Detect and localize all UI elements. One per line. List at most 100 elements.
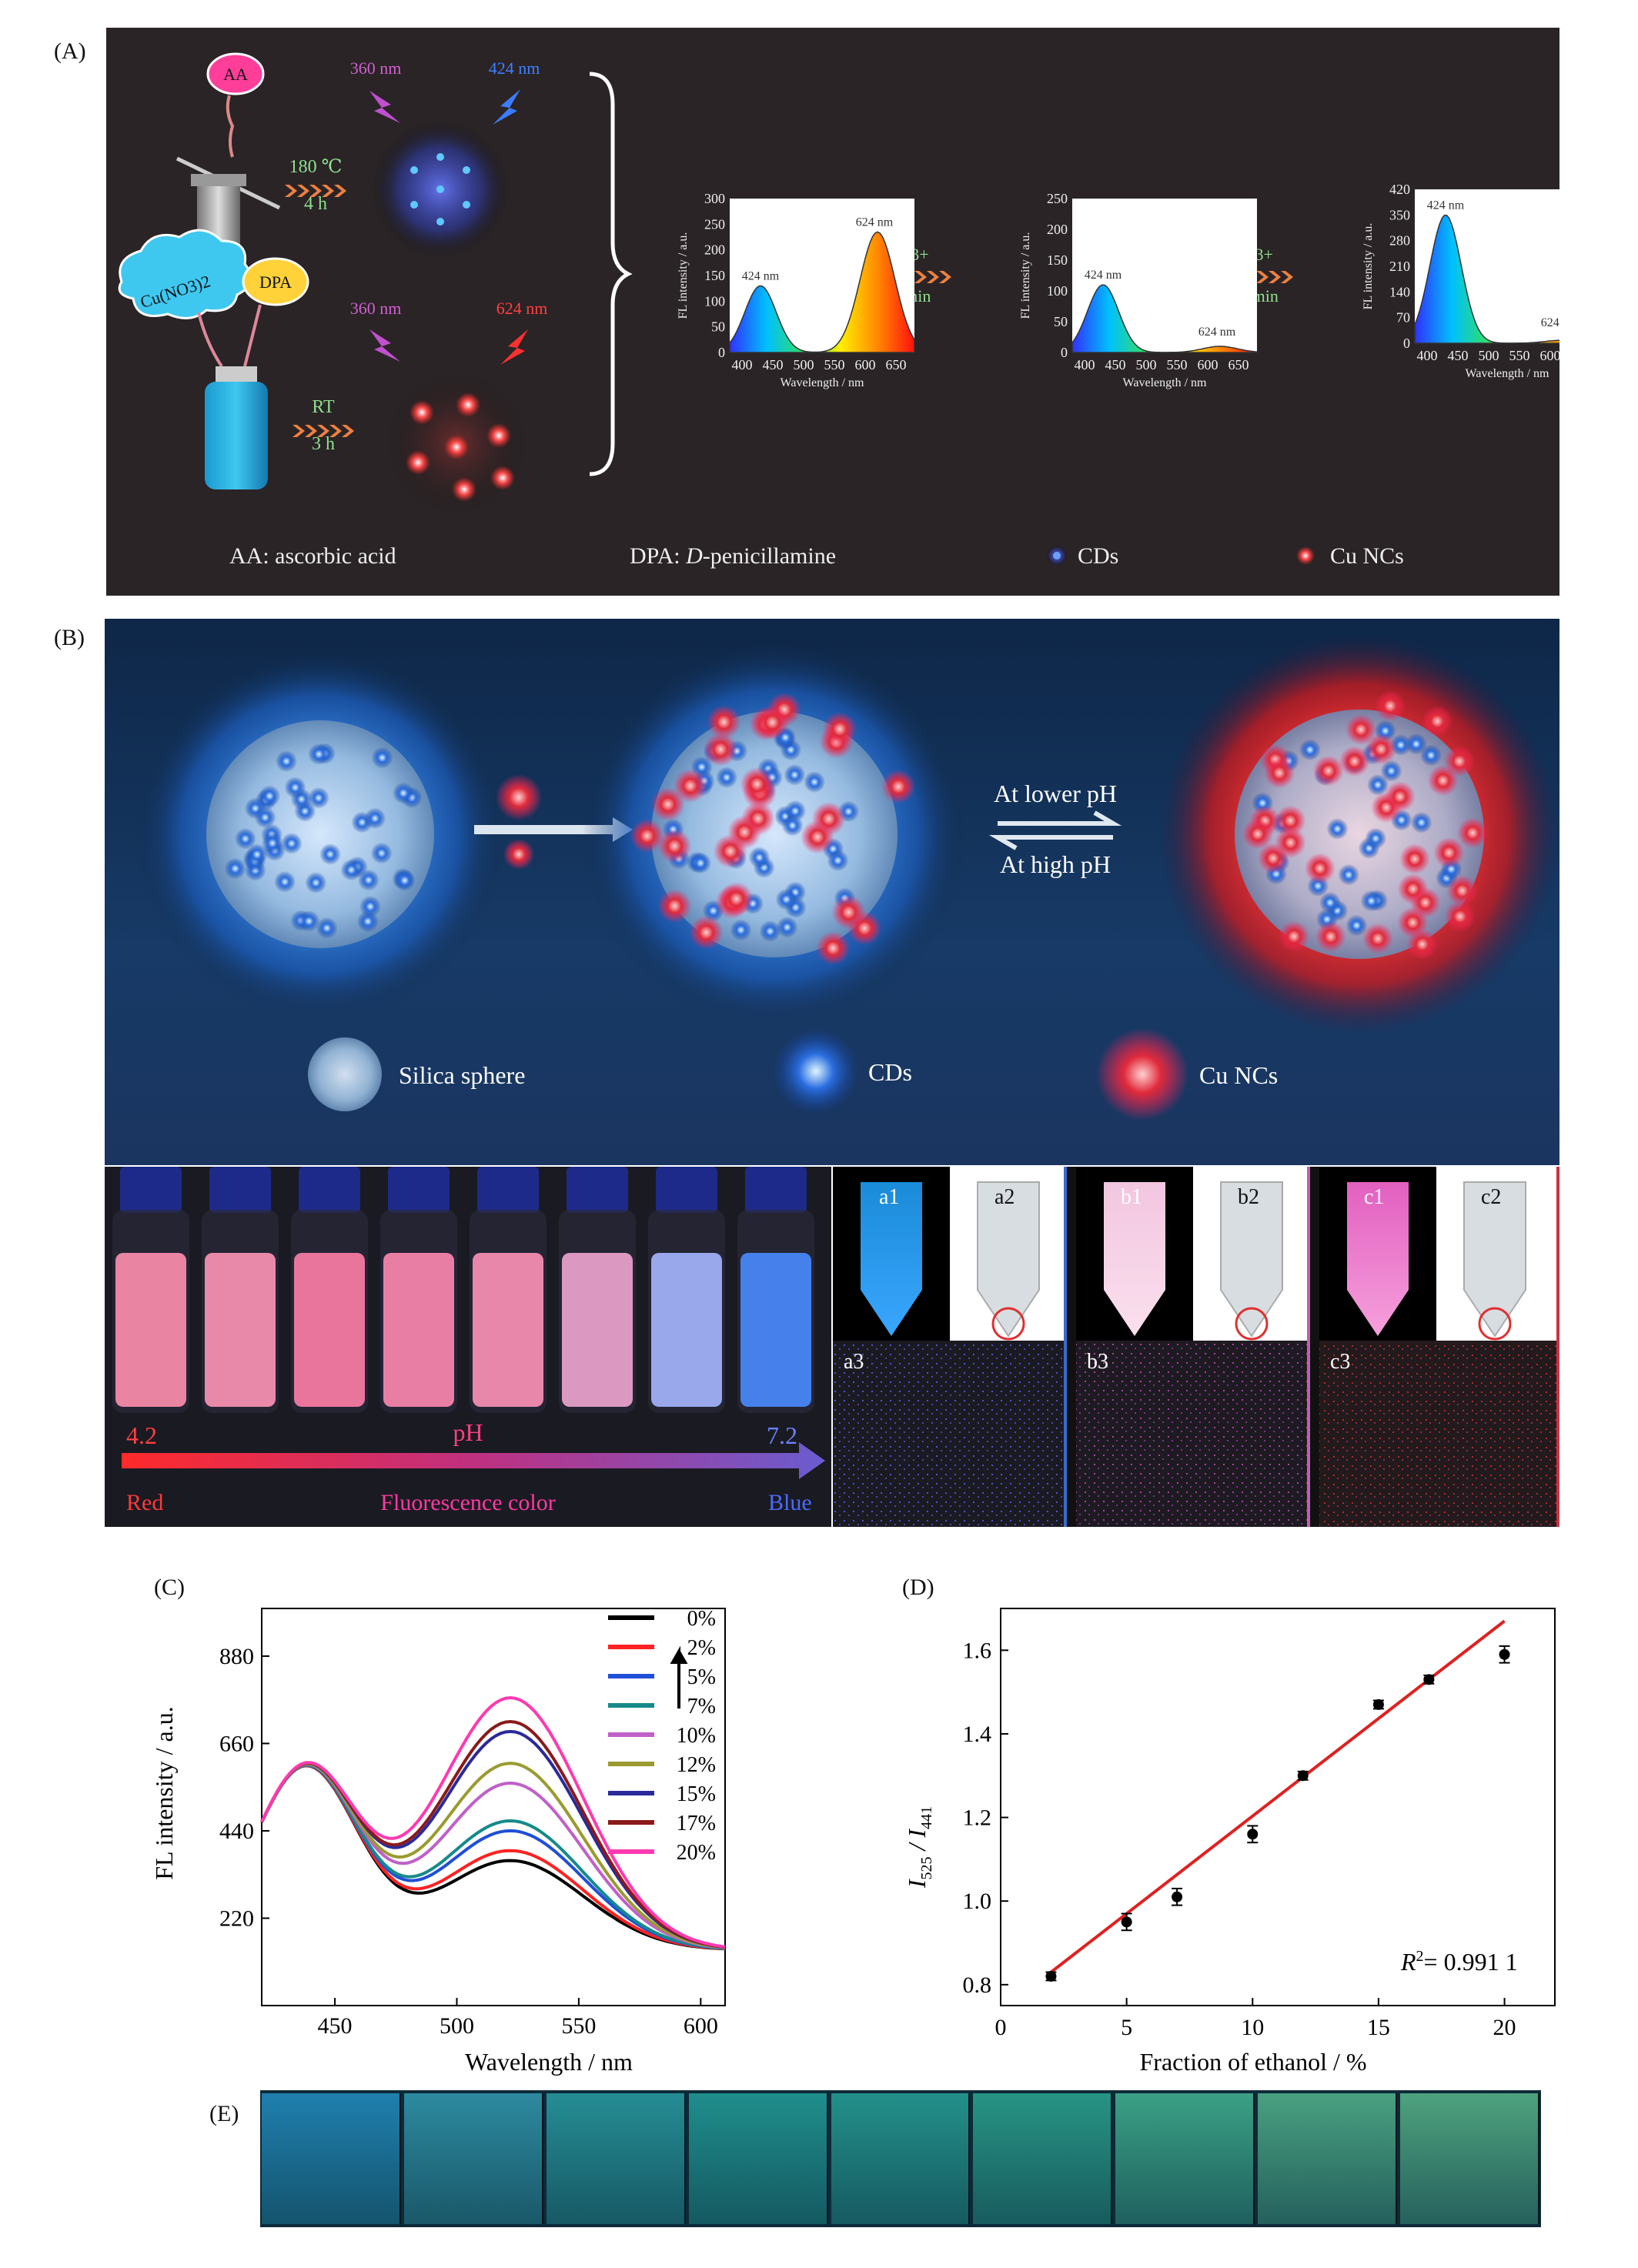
vial-cap: [388, 1167, 450, 1213]
spectrum-xtick: 600: [1540, 348, 1560, 363]
cu-nc-dot: [755, 705, 790, 740]
spectrum-peak2: 624 nm: [1198, 326, 1236, 339]
silica-sphere-1: [206, 720, 434, 948]
cu-nc-dot: [704, 732, 738, 767]
cu-nc-dot: [1279, 920, 1310, 952]
cd-dot: [246, 843, 268, 866]
cu-nc-dot: [801, 820, 835, 854]
temp-label: 180 ℃: [289, 157, 343, 177]
cd-dot: [1338, 863, 1360, 886]
chart-c-xtick: 550: [561, 2013, 596, 2039]
cd-dot: [357, 869, 379, 891]
spectrum-curve: [1071, 284, 1258, 353]
cu-nc-dot: [630, 819, 664, 853]
cu-nc-small-2: [503, 839, 534, 870]
ethanol-tile: [1258, 2093, 1398, 2224]
cu-nc-dot: [707, 705, 741, 740]
vial-cap: [209, 1167, 271, 1213]
vials-art: 4.2 pH 7.2 Red Fluorescence color Blue: [112, 1167, 825, 1515]
chart-c-legend-label: 17%: [677, 1812, 716, 1835]
panel-a-art: AA 180 ℃ 4 h 360 nm 424 nm Cu(NO3)2 DPA …: [118, 52, 1600, 569]
spectrum-ytick: 100: [704, 293, 725, 309]
spectrum-ytick: 50: [1054, 314, 1068, 329]
ethanol-tile: [262, 2093, 401, 2224]
chart-d-ytick: 1.4: [963, 1722, 992, 1747]
spectrum-curve: [729, 231, 915, 353]
cd-dot: [804, 771, 826, 793]
cu-nc-dot: [1339, 746, 1370, 777]
cd-dot: [1365, 827, 1387, 850]
ethanol-tile: [546, 2093, 686, 2224]
cd-dot: [274, 870, 296, 893]
tube-a1: [861, 1182, 922, 1336]
cu-nc-dot: [1304, 853, 1335, 884]
cu-nc-dot: [689, 915, 724, 950]
red-label: Red: [126, 1490, 163, 1515]
cd-dot: [254, 807, 276, 829]
cd-dot: [1410, 811, 1432, 833]
legend-silica: Silica sphere: [399, 1061, 525, 1089]
spectrum-ytick: 0: [718, 345, 725, 360]
vial-liquid: [740, 1253, 811, 1407]
tube-b2: [1220, 1181, 1283, 1338]
chart-c-xtick: 600: [684, 2013, 718, 2039]
cu-nc-dot: [1315, 921, 1346, 953]
chart-c-legend-label: 2%: [687, 1636, 716, 1660]
cd-dot: [276, 750, 298, 773]
cu-nc-dot: [1422, 706, 1453, 737]
cd-dot: [690, 852, 712, 874]
cu-nc-dot: [1242, 818, 1273, 850]
tube-b1: [1104, 1182, 1165, 1336]
cd-dot: [284, 777, 306, 799]
cu-nc-dot: [1375, 690, 1406, 722]
ethanol-tile: [831, 2093, 971, 2224]
spectrum-ytick: 280: [1389, 233, 1410, 249]
spectrum-xtick: 400: [732, 357, 753, 372]
at-high-ph-label: At high pH: [1000, 850, 1111, 878]
chart-c-frame: [261, 1608, 726, 2006]
spectrum-ytick: 140: [1389, 284, 1410, 299]
chart-c-ytick: 880: [219, 1644, 254, 1669]
spectrum-ytick: 100: [1047, 283, 1068, 299]
rt-label: RT: [312, 397, 335, 417]
chart-c-ylabel: FL intensity / a.u.: [150, 1706, 178, 1879]
spectrum-xtick: 600: [1198, 357, 1218, 372]
cu-nc-dot: [1409, 887, 1441, 918]
spectrum-ylabel: FL intensity / a.u.: [677, 232, 690, 319]
ph-label: pH: [453, 1418, 483, 1446]
spectrum-ytick: 420: [1389, 182, 1410, 197]
vial-cap: [120, 1167, 182, 1213]
legend-cds: CDs: [1078, 543, 1118, 569]
cu-nc-dot: [657, 889, 692, 924]
cu-nc-dot: [1312, 755, 1344, 787]
aa-bubble: [206, 52, 265, 95]
ethanol-tile: [973, 2093, 1113, 2224]
chart-c-xtick: 500: [440, 2013, 474, 2039]
cd-dot: [1360, 890, 1382, 912]
chart-c-legend-label: 5%: [687, 1665, 716, 1689]
spectrum-peak2: 624 nm: [1541, 316, 1559, 329]
increase-arrow-icon: [670, 1645, 688, 1709]
ph-gradient-arrow: [122, 1442, 825, 1479]
arrow-right-icon: [474, 817, 633, 842]
legend-cds-b: CDs: [868, 1058, 912, 1086]
cu-nc-dot: [1433, 837, 1465, 868]
curly-brace: [589, 72, 633, 476]
chart-d-xtick: 10: [1241, 2015, 1264, 2040]
em1-label: 424 nm: [489, 58, 540, 78]
aa-bubble-text: AA: [223, 65, 248, 84]
cu-nc-dot: [1399, 843, 1430, 875]
spectrum-xtick: 400: [1417, 348, 1438, 363]
tube-label-c1: c1: [1364, 1185, 1384, 1209]
cd-dot: [308, 743, 330, 765]
cd-dot: [1420, 744, 1442, 767]
spectrum-xtick: 500: [1479, 348, 1499, 363]
chart-c-legend-label: 15%: [677, 1782, 716, 1806]
spectrum-ytick: 300: [704, 191, 725, 206]
panel-b-art: At lower pH At high pH Silica sphere CDs…: [135, 634, 1559, 1121]
cu-nc-dot: [719, 881, 754, 916]
vial-cap: [656, 1167, 717, 1213]
cd-dot: [1346, 914, 1368, 937]
tube-label-b1: b1: [1121, 1185, 1142, 1209]
cd-dot: [827, 850, 849, 872]
